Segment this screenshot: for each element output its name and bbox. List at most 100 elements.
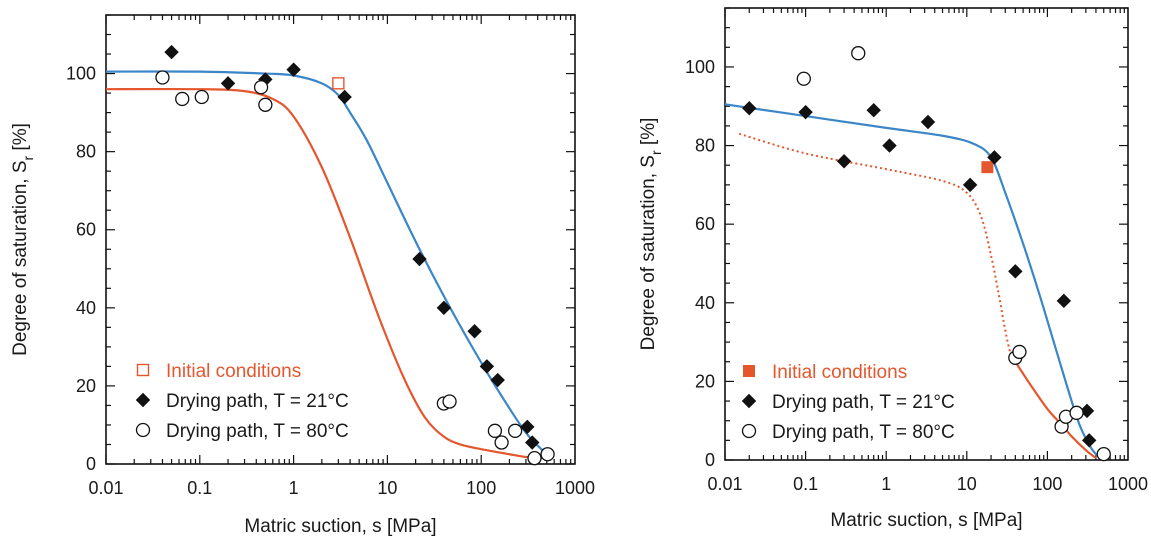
data-point (1096, 446, 1111, 462)
legend-marker (136, 363, 150, 377)
y-tick-labels: 0 20 40 60 80 100 (685, 57, 715, 470)
data-point (164, 44, 179, 60)
legend-marker (741, 423, 757, 439)
legend: Initial conditions Drying path, T = 21°C D… (135, 361, 349, 442)
data-point (1008, 264, 1023, 279)
x-axis-label: Matric suction, s [MPa] (830, 510, 1022, 531)
y-tick-label: 20 (76, 376, 96, 396)
data-point (1079, 403, 1095, 419)
axis-ticks (724, 7, 1128, 461)
plot-frame (724, 7, 1129, 461)
data-point (1056, 293, 1072, 309)
chart-left: 0.01 0.1 1 10 100 1000 0 20 40 60 80 100 Initial c… (10, 14, 595, 537)
data-point (798, 104, 813, 120)
data-point (175, 91, 190, 107)
y-axis-label-sub: r (20, 156, 36, 161)
x-tick-label: 1000 (1108, 474, 1148, 494)
y-tick-labels: 0 20 40 60 80 100 (66, 64, 96, 474)
data-point (436, 300, 452, 316)
legend-label: Drying path, T = 80°C (166, 421, 349, 442)
data-point (540, 447, 555, 462)
y-axis-label: Degree of saturation, Sr [%] (638, 118, 664, 351)
legend-marker (135, 422, 151, 438)
plot-frame (105, 14, 576, 465)
data-point (520, 419, 535, 435)
y-tick-label: 40 (695, 293, 715, 313)
legend-marker (743, 365, 755, 377)
data-point (155, 70, 170, 85)
data-point (479, 359, 495, 374)
x-tick-label: 0.01 (88, 478, 123, 498)
data-point (527, 450, 542, 466)
legend: Initial conditions Drying path, T = 21°C D… (741, 362, 955, 443)
chart-right: 0.01 0.1 1 10 100 1000 0 20 40 60 80 100 Initial c… (638, 7, 1148, 531)
x-tick-label: 10 (377, 478, 397, 498)
x-tick-label: 0.01 (707, 474, 742, 494)
data-point (987, 150, 1002, 165)
legend-label: Initial conditions (772, 362, 907, 383)
data-point (253, 80, 269, 95)
fit-curve-solid (105, 87, 547, 460)
y-tick-label: 100 (685, 57, 715, 77)
data-point (337, 89, 352, 105)
x-tick-label: 1 (881, 474, 891, 494)
data-points (742, 46, 1111, 462)
data-point (507, 423, 523, 438)
legend-marker (135, 392, 151, 408)
data-point (286, 62, 301, 77)
data-point (412, 251, 427, 267)
data-point (258, 97, 273, 112)
data-point (742, 101, 757, 116)
legend-label: Drying path, T = 21°C (772, 392, 955, 413)
data-point (220, 76, 236, 91)
y-tick-label: 0 (86, 454, 96, 474)
data-point (490, 372, 505, 388)
data-points (155, 44, 555, 466)
x-axis-label: Matric suction, s [MPa] (244, 516, 436, 537)
y-tick-label: 60 (695, 214, 715, 234)
x-tick-label: 0.1 (187, 478, 212, 498)
data-point (194, 89, 209, 105)
data-point (920, 114, 936, 130)
data-point (962, 177, 978, 193)
data-point (836, 154, 852, 169)
data-point (487, 423, 503, 438)
x-tick-label: 1000 (555, 478, 595, 498)
data-point (851, 46, 866, 61)
y-axis-label-main: Degree of saturation, S (10, 161, 31, 356)
data-point (882, 138, 897, 153)
y-axis-label-unit: [%] (10, 123, 31, 156)
data-point (1069, 405, 1084, 420)
y-axis-label-unit: [%] (638, 118, 659, 151)
y-tick-label: 100 (66, 64, 96, 84)
y-tick-label: 20 (695, 371, 715, 391)
legend-label: Drying path, T = 80°C (772, 422, 955, 443)
x-tick-labels: 0.01 0.1 1 10 100 1000 (707, 474, 1148, 494)
legend-marker (741, 393, 757, 409)
data-point (525, 435, 540, 450)
data-point (494, 435, 509, 450)
axis-ticks (105, 14, 575, 465)
data-point (981, 161, 994, 174)
data-point (332, 77, 345, 90)
x-tick-label: 10 (957, 474, 977, 494)
y-axis-label: Degree of saturation, Sr [%] (10, 123, 36, 356)
y-axis-label-main: Degree of saturation, S (638, 155, 659, 350)
y-tick-label: 0 (705, 450, 715, 470)
x-tick-label: 1 (289, 478, 299, 498)
fit-curve-dotted (738, 132, 1017, 363)
data-point (1012, 344, 1027, 360)
x-tick-labels: 0.01 0.1 1 10 100 1000 (88, 478, 595, 498)
data-point (442, 394, 457, 409)
legend-label: Drying path, T = 21°C (166, 391, 349, 412)
y-tick-label: 80 (76, 142, 96, 162)
x-tick-label: 100 (1032, 474, 1062, 494)
y-tick-label: 60 (76, 220, 96, 240)
y-tick-label: 40 (76, 298, 96, 318)
x-tick-label: 0.1 (793, 474, 818, 494)
y-axis-label-sub: r (648, 150, 664, 155)
y-tick-label: 80 (695, 136, 715, 156)
legend-label: Initial conditions (166, 361, 301, 382)
data-point (467, 324, 482, 339)
